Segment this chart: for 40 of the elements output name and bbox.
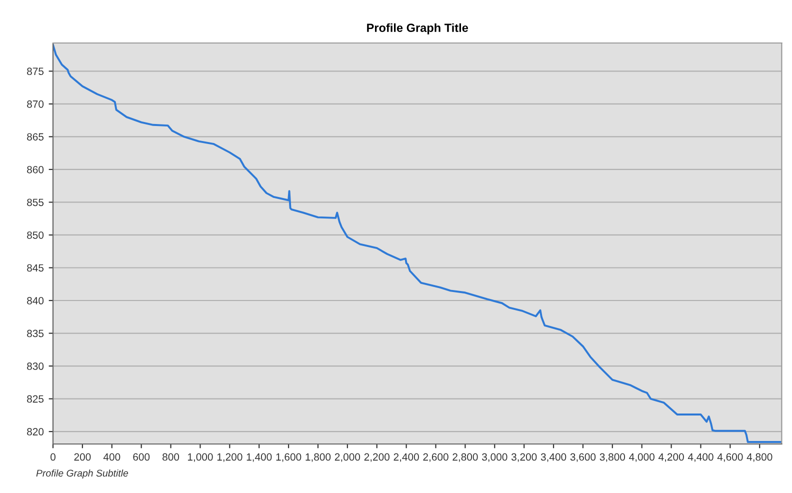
x-tick-label: 3,800 — [600, 453, 626, 462]
x-tick-label: 1,800 — [306, 453, 331, 462]
x-tick-label: 3,200 — [511, 453, 537, 462]
x-tick-label: 400 — [103, 453, 120, 461]
x-tick-label: 0 — [50, 453, 56, 461]
y-tick-label: 845 — [27, 264, 44, 272]
x-tick-label: 3,600 — [570, 453, 596, 462]
y-tick-label: 860 — [27, 166, 44, 174]
x-tick-label: 2,000 — [334, 453, 360, 462]
y-tick-label: 835 — [27, 330, 44, 338]
x-tick-label: 2,800 — [452, 453, 478, 462]
x-tick-label: 4,800 — [746, 453, 772, 462]
x-tick-label: 4,600 — [717, 453, 743, 462]
x-tick-label: 1,200 — [217, 453, 242, 462]
y-tick-label: 870 — [27, 100, 44, 108]
chart-title: Profile Graph Title — [367, 23, 468, 34]
y-tick-label: 875 — [27, 68, 44, 76]
x-tick-label: 600 — [133, 453, 150, 461]
x-tick-label: 4,000 — [629, 453, 654, 462]
x-tick-label: 2,600 — [423, 453, 448, 462]
y-tick-label: 825 — [27, 395, 44, 403]
x-tick-label: 3,400 — [540, 453, 566, 462]
text: Profile Graph Subtitle — [36, 469, 128, 479]
y-tick-label: 855 — [27, 198, 44, 206]
x-tick-label: 4,200 — [658, 453, 684, 462]
y-tick-label: 830 — [27, 362, 44, 370]
x-tick-label: 1,600 — [276, 453, 302, 462]
y-tick-label: 820 — [27, 428, 44, 436]
x-tick-label: 200 — [74, 453, 91, 461]
x-tick-label: 2,200 — [364, 453, 390, 462]
x-tick-label: 3,000 — [482, 453, 508, 462]
x-tick-label: 1,400 — [246, 453, 272, 462]
x-tick-label: 2,400 — [394, 453, 419, 462]
line-series — [53, 44, 782, 444]
y-tick-label: 850 — [27, 231, 44, 239]
x-tick-label: 4,400 — [688, 453, 714, 462]
x-tick-label: 800 — [162, 453, 180, 461]
y-tick-label: 865 — [27, 133, 44, 141]
y-tick-label: 840 — [27, 297, 44, 304]
x-tick-label: 1,000 — [188, 453, 213, 462]
